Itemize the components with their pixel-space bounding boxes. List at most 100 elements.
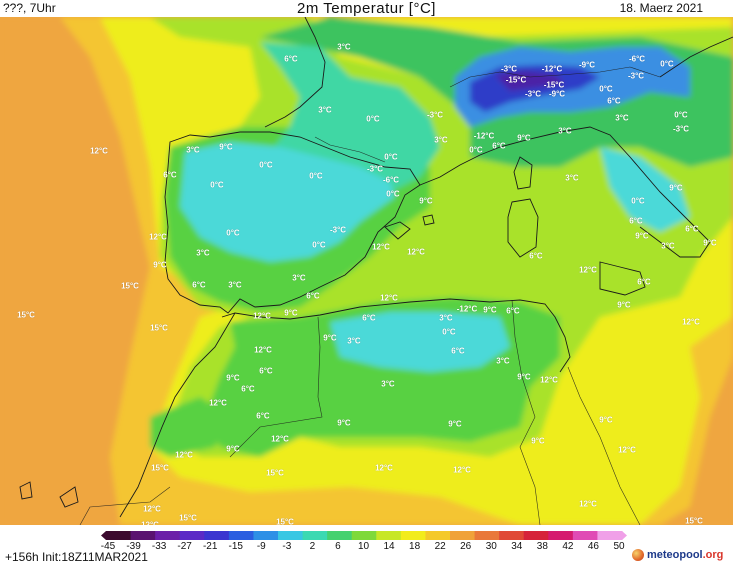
temperature-label: -3°C bbox=[672, 124, 690, 134]
logo-globe-icon bbox=[632, 549, 644, 561]
legend-panel: -45 -39 -33 -27 -21 -15 -9 -3 2 6 10 14 18 22 26 30 34 38… bbox=[0, 525, 733, 566]
temperature-label: 6°C bbox=[685, 224, 699, 234]
temperature-label: -15°C bbox=[505, 75, 527, 85]
temperature-label: 15°C bbox=[150, 323, 168, 333]
scale-tick-label: 26 bbox=[460, 541, 472, 552]
temperature-label: 6°C bbox=[284, 54, 298, 64]
temperature-label: -12°C bbox=[456, 304, 478, 314]
forecast-date: 18. Maerz 2021 bbox=[619, 1, 703, 15]
temperature-label: 15°C bbox=[151, 463, 169, 473]
temperature-map: 6°C 3°C 3°C 0°C -3°C 3°C -3°C -12°C -9°C -6°C 0°C -… bbox=[0, 17, 733, 538]
scale-swatch bbox=[130, 531, 156, 540]
scale-cap-left bbox=[101, 531, 106, 540]
temperature-label: 12°C bbox=[682, 317, 700, 327]
temperature-label: 9°C bbox=[226, 373, 240, 383]
temperature-label: 9°C bbox=[284, 308, 298, 318]
zone-cyan-italy bbox=[600, 147, 690, 232]
scale-tick-label: 38 bbox=[536, 541, 548, 552]
scale-tick-label: -45 bbox=[100, 541, 116, 552]
scale-tick-label: 46 bbox=[587, 541, 599, 552]
scale-swatch bbox=[106, 531, 132, 540]
temperature-label: 3°C bbox=[434, 135, 448, 145]
color-scale-bar bbox=[101, 531, 627, 540]
temperature-label: 6°C bbox=[451, 346, 465, 356]
temperature-label: 3°C bbox=[496, 356, 510, 366]
scale-swatch bbox=[548, 531, 574, 540]
temperature-label: 0°C bbox=[210, 180, 224, 190]
temperature-label: 15°C bbox=[121, 281, 139, 291]
temperature-label: 9°C bbox=[517, 372, 531, 382]
temperature-label: 12°C bbox=[380, 293, 398, 303]
scale-tick-label: 42 bbox=[562, 541, 574, 552]
temperature-label: 12°C bbox=[253, 311, 271, 321]
scale-swatch bbox=[523, 531, 549, 540]
coastlines bbox=[19, 17, 733, 518]
logo-name: meteopool bbox=[647, 549, 703, 561]
meteopool-logo[interactable]: meteopool.org bbox=[632, 547, 723, 563]
scale-tick-label: 30 bbox=[485, 541, 497, 552]
temperature-label: 0°C bbox=[469, 145, 483, 155]
temperature-label: 12°C bbox=[453, 465, 471, 475]
temperature-label: 6°C bbox=[163, 170, 177, 180]
temperature-label: 9°C bbox=[153, 260, 167, 270]
temperature-label: 9°C bbox=[483, 305, 497, 315]
temperature-label: 15°C bbox=[179, 513, 197, 523]
temperature-label: 0°C bbox=[259, 160, 273, 170]
scale-swatch bbox=[204, 531, 230, 540]
temperature-label: 0°C bbox=[226, 228, 240, 238]
temperature-label: 3°C bbox=[318, 105, 332, 115]
scale-swatch bbox=[376, 531, 402, 540]
temperature-label: 9°C bbox=[599, 415, 613, 425]
borders bbox=[79, 66, 661, 525]
temperature-label: -6°C bbox=[628, 54, 646, 64]
temperature-label: -3°C bbox=[426, 110, 444, 120]
temperature-label: -15°C bbox=[543, 80, 565, 90]
temperature-label: -3°C bbox=[500, 64, 518, 74]
temperature-label: -9°C bbox=[548, 89, 566, 99]
temperature-label: 12°C bbox=[372, 242, 390, 252]
temperature-label: 12°C bbox=[579, 499, 597, 509]
temperature-label: 9°C bbox=[635, 231, 649, 241]
temperature-label: 0°C bbox=[599, 84, 613, 94]
scale-swatch bbox=[450, 531, 476, 540]
scale-swatch bbox=[351, 531, 377, 540]
zone-cyan bbox=[180, 142, 395, 262]
scale-swatch bbox=[499, 531, 525, 540]
scale-swatch bbox=[572, 531, 598, 540]
temperature-label: 3°C bbox=[615, 113, 629, 123]
temperature-label: -6°C bbox=[382, 175, 400, 185]
scale-tick-label: -27 bbox=[177, 541, 192, 552]
temperature-label: 9°C bbox=[448, 419, 462, 429]
field-layer bbox=[0, 17, 733, 525]
temperature-label: 6°C bbox=[607, 96, 621, 106]
temperature-label: 12°C bbox=[175, 450, 193, 460]
scale-swatch bbox=[597, 531, 623, 540]
temperature-fields bbox=[0, 17, 733, 525]
temperature-label: 0°C bbox=[386, 189, 400, 199]
temperature-label: 6°C bbox=[629, 216, 643, 226]
temperature-label: 12°C bbox=[375, 463, 393, 473]
temperature-label: 6°C bbox=[241, 384, 255, 394]
scale-tick-label: -39 bbox=[126, 541, 141, 552]
temperature-label: 3°C bbox=[565, 173, 579, 183]
temperature-label: 0°C bbox=[309, 171, 323, 181]
temperature-label: 12°C bbox=[143, 504, 161, 514]
temperature-label: 3°C bbox=[558, 126, 572, 136]
temperature-label: 12°C bbox=[579, 265, 597, 275]
scale-tick-label: 6 bbox=[335, 541, 341, 552]
zone-cyan-atlas bbox=[330, 312, 510, 372]
temperature-label: 9°C bbox=[226, 444, 240, 454]
temperature-label: 12°C bbox=[618, 445, 636, 455]
temperature-label: 12°C bbox=[149, 232, 167, 242]
scale-tick-label: 2 bbox=[309, 541, 316, 552]
temperature-label: -12°C bbox=[473, 131, 495, 141]
scale-tick-label: 18 bbox=[409, 541, 421, 552]
temperature-label: 12°C bbox=[271, 434, 289, 444]
temperature-label: 15°C bbox=[17, 310, 35, 320]
temperature-label: 9°C bbox=[517, 133, 531, 143]
model-run-info: +156h Init:18Z11MAR2021 bbox=[5, 550, 148, 564]
temperature-label: 6°C bbox=[492, 141, 506, 151]
temperature-label: 6°C bbox=[306, 291, 320, 301]
temperature-label: 6°C bbox=[192, 280, 206, 290]
temperature-label: 12°C bbox=[254, 345, 272, 355]
